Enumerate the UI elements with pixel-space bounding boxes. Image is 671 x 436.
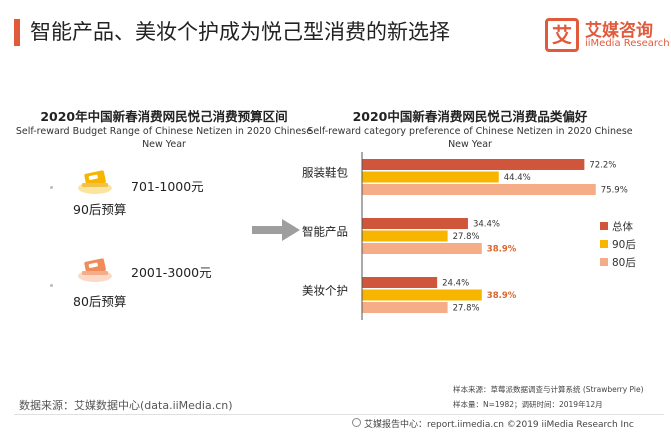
brand-name: 艾媒咨询 [585,21,653,41]
data-label: 27.8% [453,304,480,314]
bar [362,230,448,242]
data-label: 72.2% [589,161,616,171]
report-center-icon [352,418,361,427]
decorative-dot [50,284,53,287]
brand-subtitle: iiMedia Research [585,38,670,49]
money-icon [78,258,112,282]
money-icon [78,170,112,194]
legend-swatch [600,258,608,266]
title-accent-bar [14,19,20,46]
preference-section-subtitle: Self-reward category preference of Chine… [307,126,633,150]
budget-section-title: 2020年中国新春消费网民悦己消费预算区间 [40,109,288,124]
data-label: 27.8% [453,232,480,242]
data-source: 数据来源：艾媒数据中心(data.iiMedia.cn) [19,399,233,412]
legend-swatch [600,222,608,230]
data-label: 75.9% [601,186,628,196]
data-label: 24.4% [442,279,469,289]
brand-mark-icon: 艾 [545,18,579,52]
bar [362,243,482,254]
data-label: 34.4% [473,220,500,230]
bar [362,171,499,183]
data-label: 38.9% [487,291,517,301]
decorative-dot [50,186,53,189]
page-title: 智能产品、美妆个护成为悦己型消费的新选择 [30,20,450,44]
category-label: 美妆个护 [302,284,348,298]
sample-source: 样本来源：草莓派数据调查与计算系统 (Strawberry Pie) [453,385,644,394]
budget-section-subtitle: Self-reward Budget Range of Chinese Neti… [15,126,313,150]
budget-label-80s: 80后预算 [73,294,127,309]
category-label: 服装鞋包 [302,166,348,180]
bar [362,302,448,313]
budget-amount-80s: 2001-3000元 [131,265,212,280]
bar [362,159,585,170]
legend-label: 80后 [612,257,636,269]
data-label: 38.9% [487,245,517,255]
bar [362,184,596,195]
category-preference-chart: 服装鞋包 72.2% 44.4% 75.9% 智能产品 34.4% 27.8% 38.9% 美妆… [302,152,636,320]
budget-amount-90s: 701-1000元 [131,179,204,194]
footer-divider [14,414,664,415]
sample-info: 样本量：N=1982；调研时间：2019年12月 [453,400,603,409]
footer-text: 艾媒报告中心：report.iimedia.cn ©2019 iiMedia R… [364,420,634,430]
bar [362,289,482,301]
bar [362,277,438,288]
preference-section-title: 2020中国新春消费网民悦己消费品类偏好 [352,109,588,124]
data-label: 44.4% [504,173,531,183]
category-label: 智能产品 [302,225,348,239]
arrow-right-icon [252,219,300,241]
brand-logo: 艾 艾媒咨询 iiMedia Research [545,14,670,54]
bar [362,218,468,229]
budget-label-90s: 90后预算 [73,202,127,217]
legend-label: 总体 [612,220,633,233]
legend-swatch [600,240,608,248]
legend-label: 90后 [612,239,636,251]
